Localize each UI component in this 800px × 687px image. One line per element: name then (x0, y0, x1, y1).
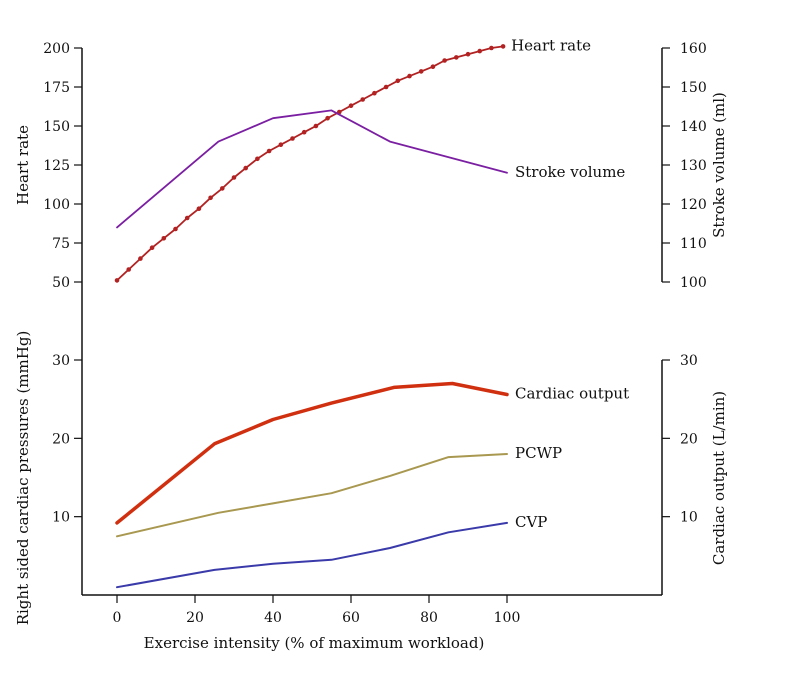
cardiac-output-label: Cardiac output (515, 384, 629, 402)
heart-rate-point (231, 175, 237, 180)
left-tick-label-bottom-20: 20 (52, 431, 70, 447)
heart-rate-label: Heart rate (511, 36, 591, 54)
heart-rate-point (430, 64, 436, 69)
heart-rate-point (255, 156, 260, 162)
heart-rate-point (454, 55, 459, 60)
left-tick-label-top-50: 50 (52, 275, 70, 291)
heart-rate-line (116, 45, 504, 282)
heart-rate-point (220, 186, 225, 191)
heart-rate-point (442, 58, 447, 63)
heart-rate-point (348, 103, 354, 108)
heart-rate-point (196, 206, 202, 211)
left-tick-label-top-125: 125 (43, 158, 70, 174)
right-axis-title-top: Stroke volume (ml) (710, 92, 728, 238)
heart-rate-point (360, 97, 366, 102)
left-tick-label-top-75: 75 (52, 236, 70, 252)
left-tick-label-bottom-30: 30 (52, 353, 70, 369)
heart-rate-point (290, 136, 295, 141)
heart-rate-point (278, 142, 284, 147)
x-tick-label-40: 40 (264, 610, 282, 626)
pcwp-label: PCWP (515, 444, 562, 462)
heart-rate-point (208, 195, 213, 201)
cvp-label: CVP (515, 513, 547, 531)
right-tick-label-top-100: 100 (680, 275, 707, 291)
right-tick-label-top-130: 130 (680, 158, 707, 174)
heart-rate-point (243, 165, 248, 171)
stroke-volume-label: Stroke volume (515, 163, 625, 181)
heart-rate-point (126, 267, 131, 272)
right-tick-label-bottom-30: 30 (680, 353, 698, 369)
right-axis-title-bottom: Cardiac output (L/min) (710, 391, 728, 565)
cvp-line (116, 521, 508, 589)
x-tick-label-60: 60 (342, 610, 360, 626)
x-tick-label-0: 0 (113, 610, 122, 626)
heart-rate-point (184, 215, 190, 221)
heart-rate-point (418, 69, 424, 74)
pcwp-line (116, 453, 508, 538)
x-tick-label-20: 20 (186, 610, 204, 626)
left-axis-title-top: Heart rate (14, 125, 32, 205)
left-tick-label-top-200: 200 (43, 41, 70, 57)
heart-rate-point (383, 84, 389, 90)
left-tick-label-top-100: 100 (43, 197, 70, 213)
heart-rate-point (138, 256, 143, 261)
heart-rate-point (372, 90, 377, 96)
stroke-volume-line (116, 109, 508, 229)
heart-rate-point (173, 226, 178, 232)
right-tick-label-top-160: 160 (680, 41, 707, 57)
heart-rate-point (313, 123, 319, 129)
right-tick-label-top-110: 110 (680, 236, 707, 252)
x-tick-label-80: 80 (420, 610, 438, 626)
heart-rate-point (500, 44, 506, 49)
right-tick-label-top-120: 120 (680, 197, 707, 213)
cardiac-output-line (115, 381, 509, 525)
heart-rate-point (266, 148, 272, 154)
heart-rate-point (477, 48, 483, 54)
right-tick-label-top-140: 140 (680, 119, 707, 135)
right-tick-label-bottom-10: 10 (680, 510, 698, 526)
right-tick-label-bottom-20: 20 (680, 431, 698, 447)
right-tick-label-top-150: 150 (680, 80, 707, 96)
heart-rate-point (465, 51, 471, 57)
x-tick-label-100: 100 (494, 610, 521, 626)
axes-layer: 0 20 40 60 80 100 50 75 100 125 150 175 200 100 110 120… (14, 41, 728, 626)
x-axis-title: Exercise intensity (% of maximum workloa… (144, 634, 485, 652)
heart-rate-point (407, 73, 412, 79)
left-tick-label-top-175: 175 (43, 80, 70, 96)
left-tick-label-bottom-10: 10 (52, 510, 70, 526)
heart-rate-point (161, 236, 167, 241)
left-axis-title-bottom: Right sided cardiac pressures (mmHg) (14, 331, 32, 626)
heart-rate-point (489, 45, 494, 51)
heart-rate-point (301, 129, 307, 135)
heart-rate-point (149, 245, 155, 250)
series-layer: Heart rate Stroke volume Cardiac output PCW… (114, 36, 629, 589)
heart-rate-point (395, 78, 401, 84)
left-tick-label-top-150: 150 (43, 119, 70, 135)
heart-rate-point (325, 115, 330, 121)
heart-rate-point (114, 278, 120, 283)
